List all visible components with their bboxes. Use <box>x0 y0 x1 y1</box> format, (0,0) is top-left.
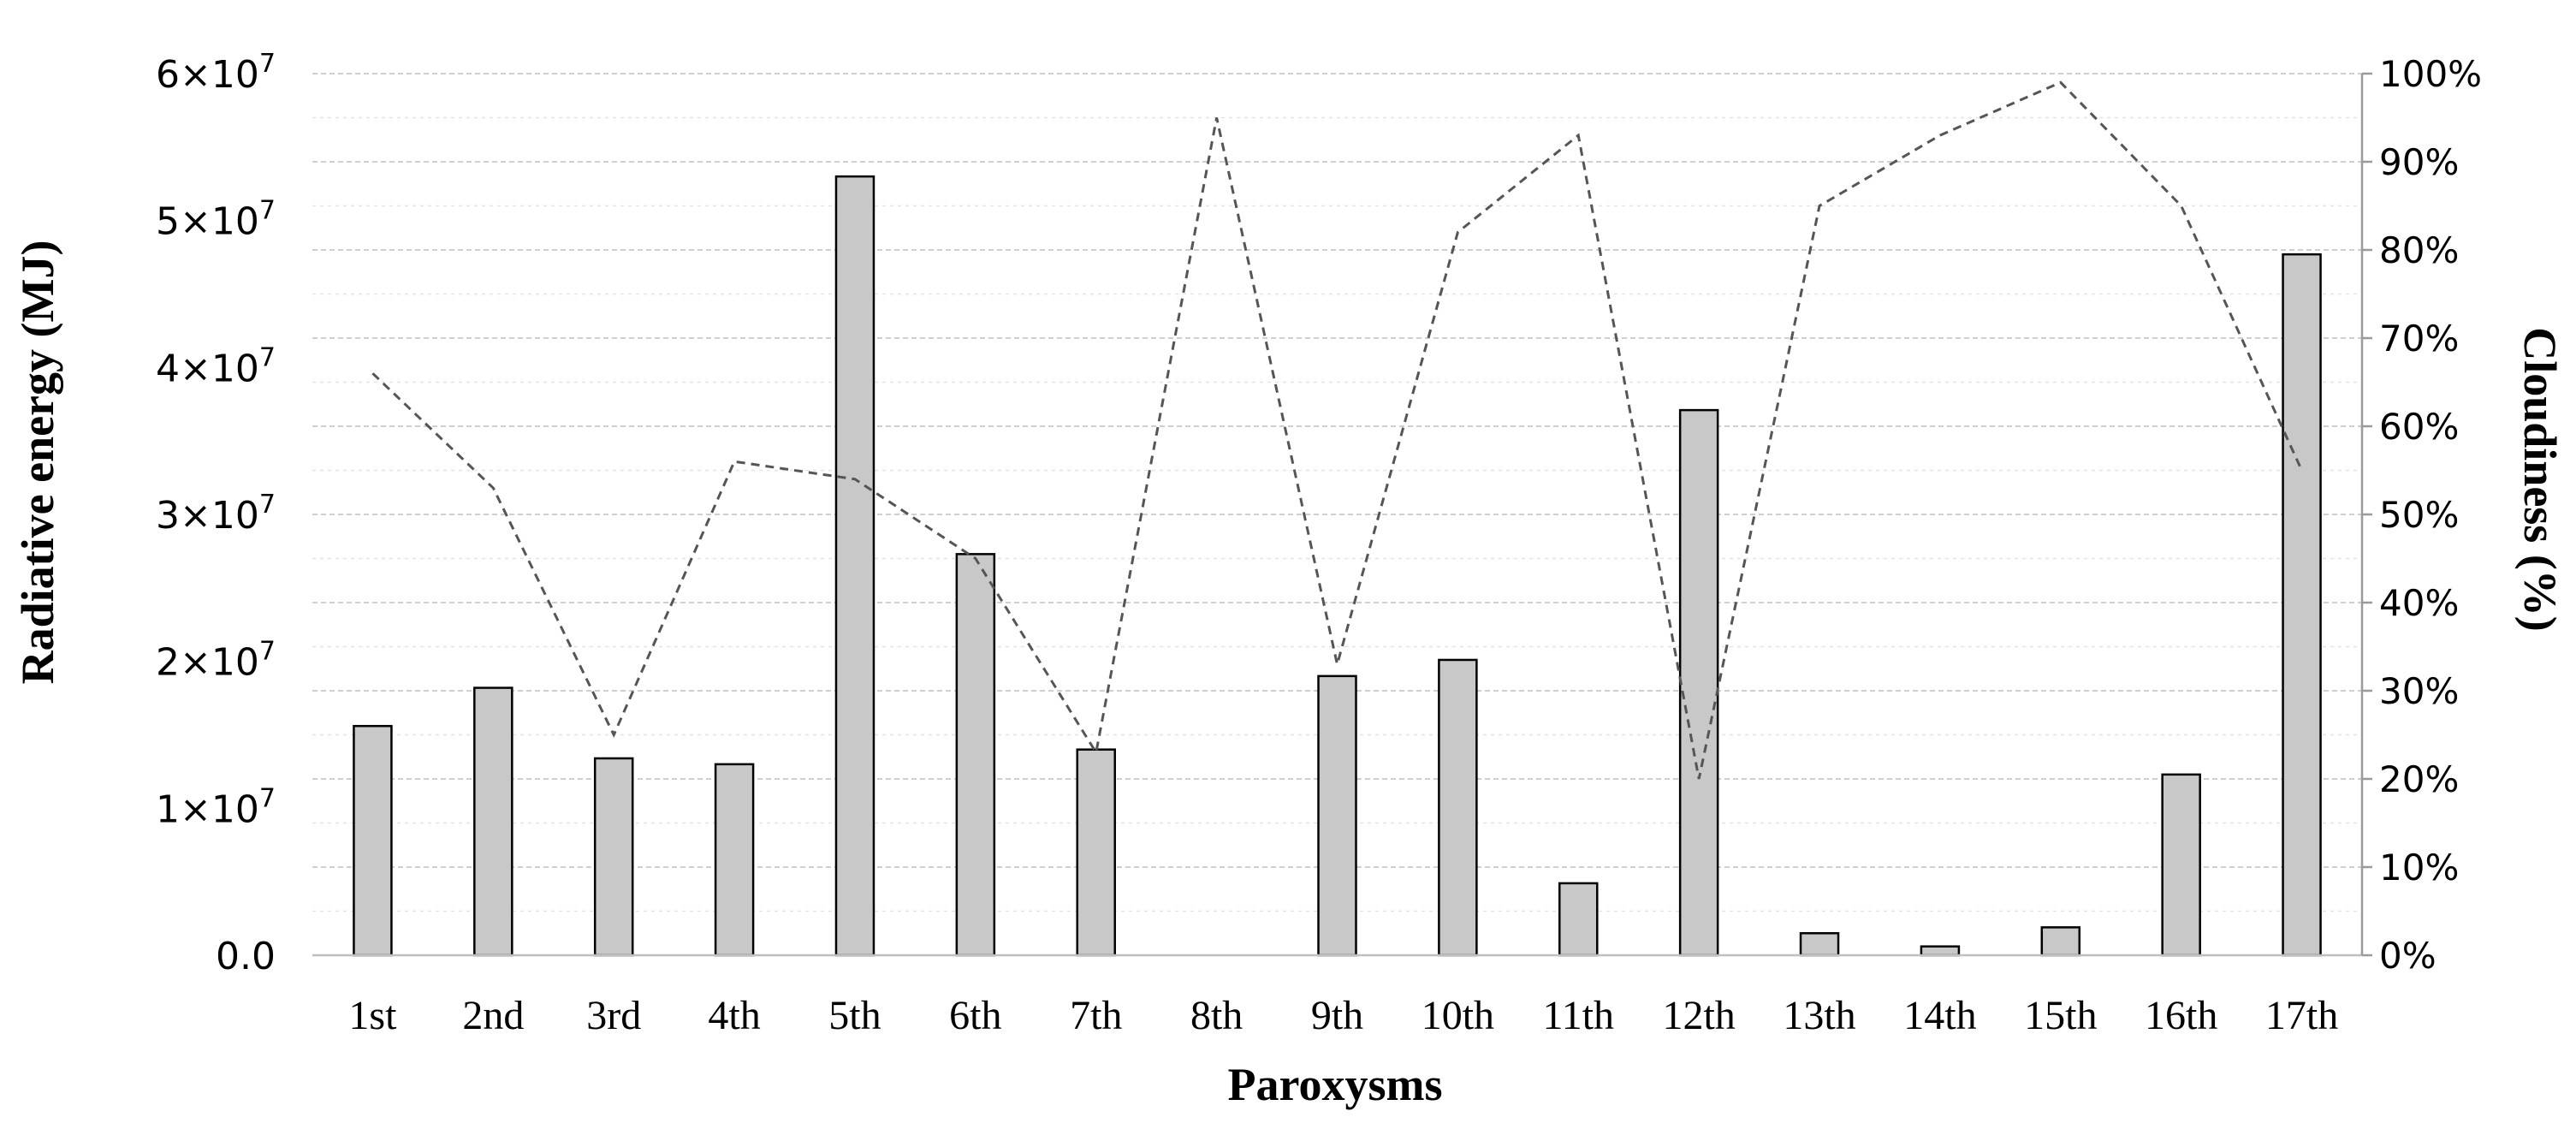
x-tick-label: 4th <box>708 993 760 1038</box>
y2-tick-label: 80% <box>2379 229 2459 271</box>
x-tick-label: 11th <box>1542 993 1614 1038</box>
bar-16th <box>2161 773 2201 957</box>
y2-axis-title: Cloudiness (%) <box>2514 327 2566 632</box>
x-tick-label: 8th <box>1190 993 1243 1038</box>
y-tick-label: 3×107 <box>156 490 276 538</box>
x-tick-label: 12th <box>1662 993 1735 1038</box>
bar-series <box>353 175 2322 957</box>
x-axis-tick-labels: 1st 2nd 3rd 4th 5th 6th 7th 8th 9th 10th 11th 12th 1… <box>348 993 2338 1038</box>
x-tick-label: 17th <box>2265 993 2338 1038</box>
bar-2nd <box>473 686 513 957</box>
x-tick-label: 5th <box>828 993 881 1038</box>
y-axis-title: Radiative energy (MJ) <box>12 241 63 685</box>
bar-5th <box>834 175 875 957</box>
bar-1st <box>353 724 393 957</box>
bar-13th <box>1799 932 1840 957</box>
y2-tick-label: 100% <box>2379 53 2482 95</box>
x-tick-label: 2nd <box>462 993 524 1038</box>
bar-4th <box>714 763 755 957</box>
x-tick-label: 7th <box>1070 993 1122 1038</box>
bar-3rd <box>593 757 634 957</box>
y2-tick-label: 0% <box>2379 935 2437 977</box>
x-tick-label: 3rd <box>586 993 641 1038</box>
x-tick-label: 9th <box>1311 993 1363 1038</box>
y2-tick-label: 20% <box>2379 758 2459 800</box>
cloudiness-line-series <box>371 80 2303 780</box>
x-axis-title: Paroxysms <box>1228 1059 1443 1110</box>
bar-6th <box>955 553 996 957</box>
y-tick-label: 6×107 <box>156 49 276 97</box>
bar-17th <box>2282 253 2322 957</box>
x-tick-label: 13th <box>1783 993 1855 1038</box>
x-tick-label: 16th <box>2145 993 2217 1038</box>
left-axis-tick-labels: 0.0 1×107 2×107 3×107 4×107 5×107 6×107 <box>156 49 276 978</box>
axes <box>312 72 2372 957</box>
y2-tick-label: 40% <box>2379 582 2459 624</box>
y-tick-label: 2×107 <box>156 637 276 685</box>
x-tick-label: 6th <box>949 993 1001 1038</box>
bar-12th <box>1678 408 1719 957</box>
x-tick-label: 1st <box>348 993 397 1038</box>
x-tick-label: 15th <box>2024 993 2097 1038</box>
y2-tick-label: 50% <box>2379 494 2459 536</box>
cloudiness-line <box>371 80 2303 780</box>
right-axis-tick-labels: 0% 10% 20% 30% 40% 50% 60% 70% 80% 90% 100% <box>2379 53 2482 977</box>
x-tick-label: 14th <box>1903 993 1976 1038</box>
x-tick-label: 10th <box>1422 993 1494 1038</box>
y-tick-label: 4×107 <box>156 342 276 390</box>
y2-tick-label: 90% <box>2379 141 2459 183</box>
y-tick-label: 5×107 <box>156 196 276 244</box>
bar-7th <box>1076 748 1116 957</box>
bar-10th <box>1438 658 1478 957</box>
bar-9th <box>1317 674 1357 957</box>
gridlines <box>312 73 2362 912</box>
y2-tick-label: 10% <box>2379 847 2459 888</box>
bar-11th <box>1558 882 1599 957</box>
y2-tick-label: 30% <box>2379 670 2459 712</box>
y2-tick-label: 60% <box>2379 406 2459 448</box>
y2-tick-label: 70% <box>2379 318 2459 360</box>
bar-15th <box>2040 926 2081 957</box>
bar-14th <box>1920 945 1961 957</box>
y-tick-label: 0.0 <box>216 935 276 978</box>
y-tick-label: 1×107 <box>156 783 276 831</box>
